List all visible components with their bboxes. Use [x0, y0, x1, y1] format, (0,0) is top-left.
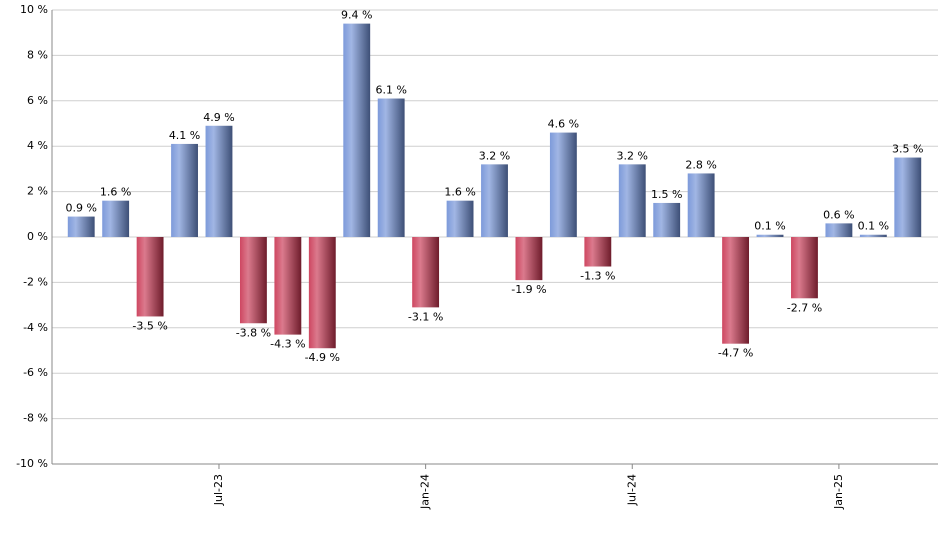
data-label: 1.6 % — [100, 186, 131, 199]
data-label: -1.3 % — [580, 270, 615, 283]
x-tick-label: Jul-24 — [625, 474, 638, 506]
bar — [412, 237, 440, 308]
y-tick-label: -4 % — [23, 321, 48, 334]
data-label: -4.3 % — [270, 338, 305, 351]
y-tick-label: 0 % — [27, 230, 48, 243]
data-label: 0.1 % — [858, 220, 889, 233]
data-label: 3.2 % — [617, 149, 648, 162]
y-tick-label: 4 % — [27, 139, 48, 152]
data-label: 1.6 % — [444, 186, 475, 199]
y-tick-label: -8 % — [23, 412, 48, 425]
bar — [825, 223, 853, 237]
data-label: 2.8 % — [685, 158, 716, 171]
bar — [859, 234, 887, 237]
y-tick-label: 2 % — [27, 185, 48, 198]
bar — [515, 237, 543, 281]
bar — [894, 157, 922, 237]
bar — [446, 200, 474, 237]
data-label: 4.6 % — [548, 118, 579, 131]
y-tick-label: -6 % — [23, 366, 48, 379]
bar — [205, 125, 233, 237]
bar — [377, 98, 405, 237]
y-tick-label: 10 % — [20, 3, 48, 16]
bar — [308, 237, 336, 349]
bar — [722, 237, 750, 344]
data-label: 3.2 % — [479, 149, 510, 162]
bar — [618, 164, 646, 237]
data-label: -4.7 % — [718, 347, 753, 360]
data-label: -3.8 % — [236, 326, 271, 339]
data-label: 9.4 % — [341, 9, 372, 22]
bar — [549, 132, 577, 237]
bar — [67, 216, 95, 237]
bar — [481, 164, 508, 237]
y-tick-label: -2 % — [23, 275, 48, 288]
y-tick-label: 6 % — [27, 94, 48, 107]
bar — [239, 237, 267, 324]
data-label: -2.7 % — [787, 301, 822, 314]
data-label: 3.5 % — [892, 143, 923, 156]
data-label: -3.1 % — [408, 310, 443, 323]
x-tick-label: Jul-23 — [212, 474, 225, 506]
bar — [791, 237, 818, 299]
data-label: 1.5 % — [651, 188, 682, 201]
bar — [171, 143, 198, 237]
data-label: -1.9 % — [511, 283, 546, 296]
data-label: 4.1 % — [169, 129, 200, 142]
bar — [343, 23, 371, 238]
x-tick-label: Jan-24 — [419, 474, 432, 510]
data-label: 4.9 % — [203, 111, 234, 124]
x-tick-label: Jan-25 — [832, 474, 845, 510]
bar — [102, 200, 130, 237]
bar — [687, 173, 715, 237]
data-label: -4.9 % — [305, 351, 340, 364]
bar — [274, 237, 302, 335]
data-label: -3.5 % — [132, 319, 167, 332]
bar — [584, 237, 612, 267]
data-label: 0.1 % — [754, 220, 785, 233]
y-tick-label: 8 % — [27, 48, 48, 61]
data-label: 0.6 % — [823, 208, 854, 221]
bar — [653, 202, 681, 237]
y-tick-label: -10 % — [16, 457, 48, 470]
data-label: 6.1 % — [375, 84, 406, 97]
data-label: 0.9 % — [65, 202, 96, 215]
bar — [136, 237, 164, 317]
bar — [756, 234, 784, 237]
